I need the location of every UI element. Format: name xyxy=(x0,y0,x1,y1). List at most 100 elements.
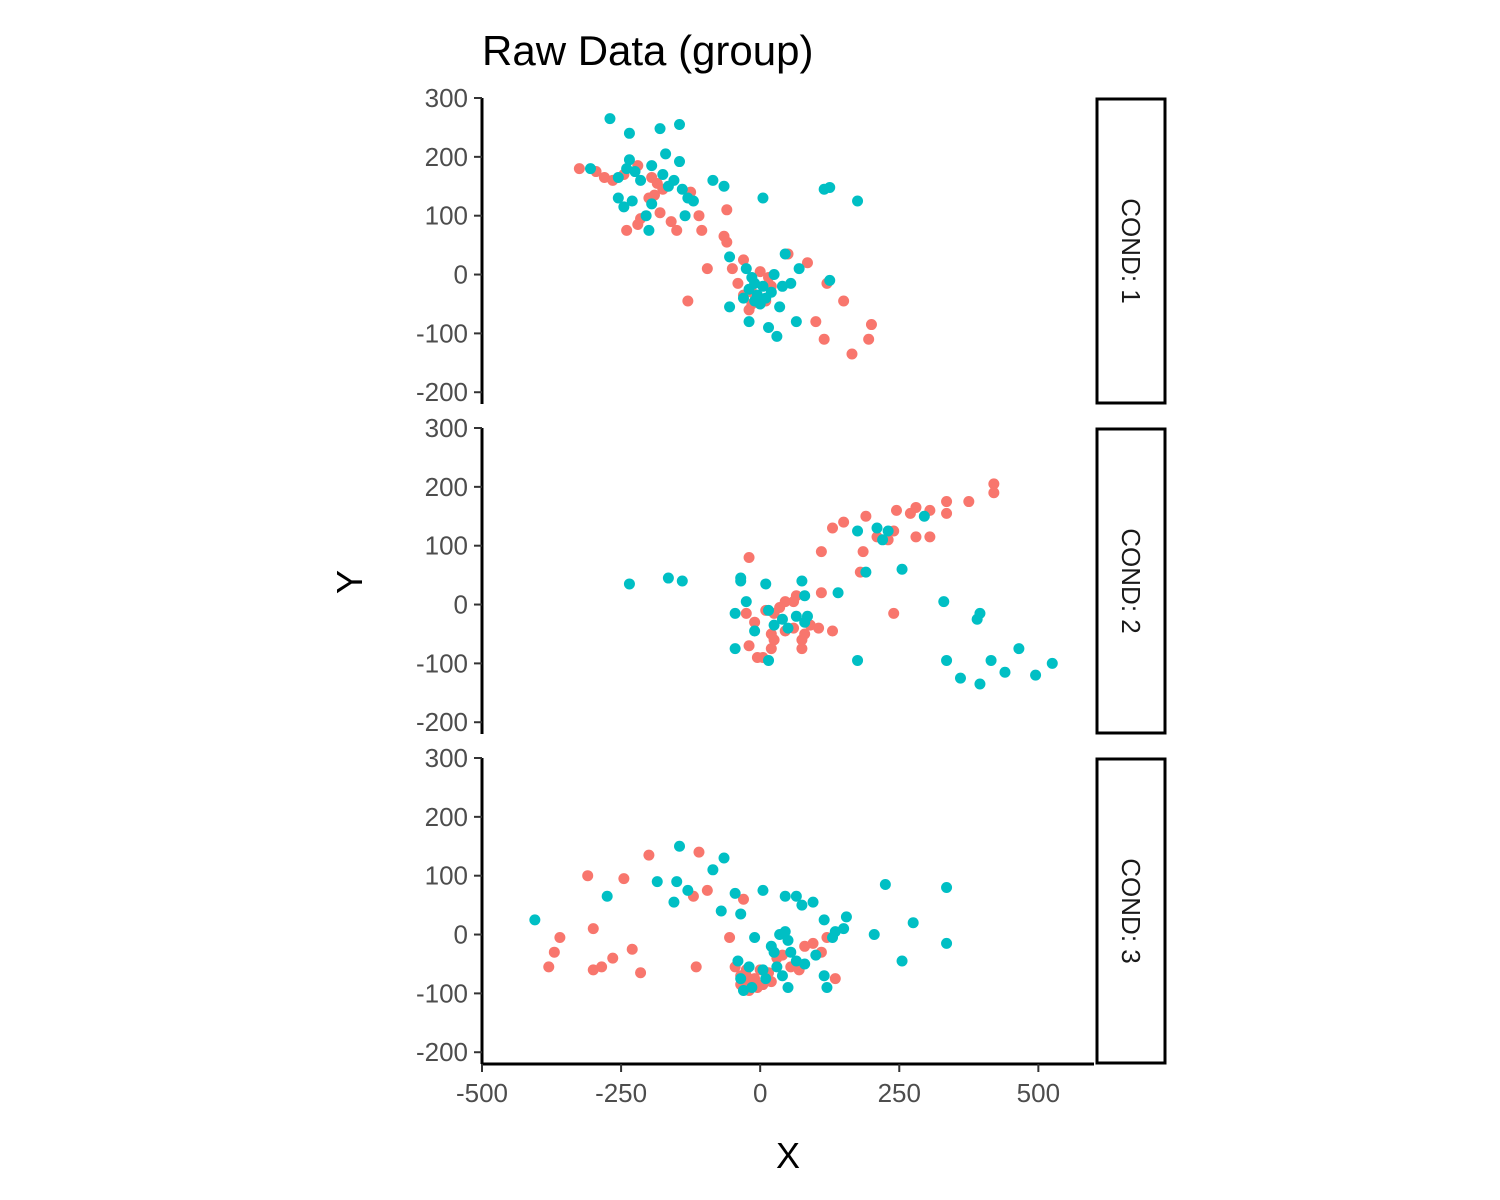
data-point xyxy=(587,923,599,935)
data-point xyxy=(626,195,638,207)
data-point xyxy=(910,531,922,543)
y-tick-label: 200 xyxy=(425,472,468,502)
y-tick-label: 300 xyxy=(425,413,468,443)
data-point xyxy=(743,316,755,328)
data-point xyxy=(941,881,953,893)
data-point xyxy=(760,578,772,590)
data-point xyxy=(726,263,738,275)
facet-panel-3: -200 -100 0 100 200 300 COND: 3 xyxy=(416,743,1167,1067)
y-tick-label: -200 xyxy=(416,707,468,737)
data-point xyxy=(757,280,769,292)
y-tick-label: -200 xyxy=(416,1037,468,1067)
data-point xyxy=(757,192,769,204)
data-point xyxy=(598,171,610,183)
data-point xyxy=(729,887,741,899)
data-point xyxy=(924,531,936,543)
data-point xyxy=(718,852,730,864)
data-point xyxy=(801,257,813,269)
data-point xyxy=(890,504,902,516)
data-point xyxy=(796,575,808,587)
data-point xyxy=(604,113,616,125)
data-point xyxy=(626,943,638,955)
data-point xyxy=(765,628,777,640)
data-point xyxy=(782,622,794,634)
data-point xyxy=(1030,669,1042,681)
data-point xyxy=(721,204,733,216)
data-point xyxy=(724,301,736,313)
data-point xyxy=(690,961,702,973)
data-point xyxy=(654,207,666,219)
data-point xyxy=(974,678,986,690)
data-point xyxy=(801,610,813,622)
data-point xyxy=(776,949,788,961)
y-tick-label: 100 xyxy=(425,531,468,561)
data-point xyxy=(651,876,663,888)
data-point xyxy=(840,911,852,923)
data-point xyxy=(768,269,780,281)
data-point xyxy=(629,166,641,178)
data-point xyxy=(621,224,633,236)
data-point xyxy=(815,546,827,558)
x-tick-label: -500 xyxy=(456,1078,508,1108)
data-point xyxy=(668,896,680,908)
data-point xyxy=(696,224,708,236)
data-point xyxy=(829,973,841,985)
data-point xyxy=(799,628,811,640)
data-point xyxy=(635,174,647,186)
data-point xyxy=(790,316,802,328)
data-point xyxy=(846,348,858,360)
data-point xyxy=(729,643,741,655)
y-tick-label: 200 xyxy=(425,802,468,832)
data-point xyxy=(771,330,783,342)
data-point xyxy=(818,970,830,982)
data-point xyxy=(749,931,761,943)
data-point xyxy=(882,525,894,537)
data-point xyxy=(676,575,688,587)
data-point xyxy=(818,333,830,345)
data-point xyxy=(640,210,652,222)
data-point xyxy=(938,596,950,608)
data-point xyxy=(665,216,677,228)
data-point xyxy=(701,884,713,896)
data-point xyxy=(941,937,953,949)
data-point xyxy=(838,516,850,528)
data-point xyxy=(643,224,655,236)
data-point xyxy=(662,572,674,584)
data-point xyxy=(582,870,594,882)
chart-title: Raw Data (group) xyxy=(482,27,813,74)
data-point xyxy=(954,672,966,684)
data-point xyxy=(763,604,775,616)
data-point xyxy=(827,625,839,637)
data-point xyxy=(765,643,777,655)
data-point xyxy=(612,171,624,183)
data-point xyxy=(724,931,736,943)
data-point xyxy=(587,964,599,976)
data-point xyxy=(785,277,797,289)
data-point xyxy=(735,973,747,985)
data-point xyxy=(1013,643,1025,655)
data-point xyxy=(852,195,864,207)
data-point xyxy=(838,923,850,935)
x-tick-label: -250 xyxy=(595,1078,647,1108)
data-point xyxy=(601,890,613,902)
data-point xyxy=(715,905,727,917)
data-point xyxy=(743,640,755,652)
facet-panel-2: -200 -100 0 100 200 300 COND: 2 xyxy=(416,413,1167,737)
data-point xyxy=(888,607,900,619)
data-point xyxy=(865,319,877,331)
data-point xyxy=(749,973,761,985)
data-point xyxy=(635,967,647,979)
data-point xyxy=(749,295,761,307)
data-point xyxy=(674,840,686,852)
data-point xyxy=(679,210,691,222)
y-tick-label: 0 xyxy=(454,920,468,950)
data-point xyxy=(904,507,916,519)
data-point xyxy=(743,283,755,295)
data-point xyxy=(832,587,844,599)
y-tick-label: -100 xyxy=(416,318,468,348)
data-point xyxy=(668,174,680,186)
data-point xyxy=(838,295,850,307)
series-group-2 xyxy=(584,113,864,342)
data-point xyxy=(607,952,619,964)
data-point xyxy=(868,929,880,941)
